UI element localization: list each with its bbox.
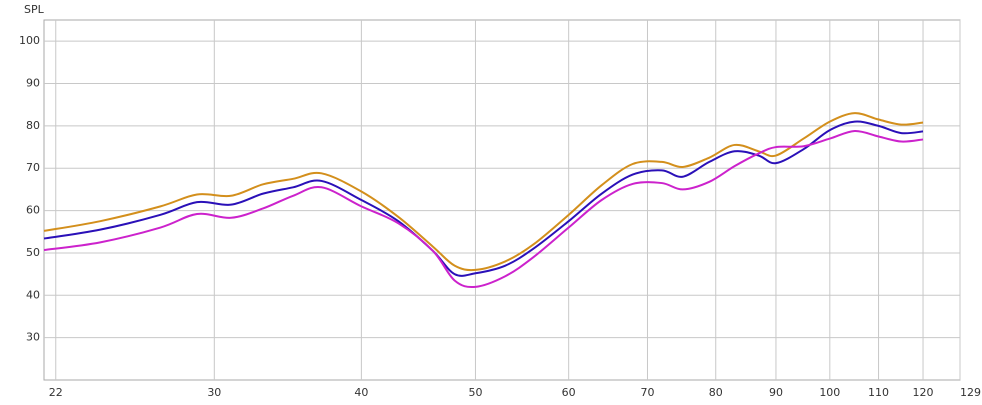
y-tick-label: 30: [26, 331, 40, 344]
x-tick-label: 90: [769, 386, 783, 399]
y-tick-label: 60: [26, 204, 40, 217]
x-tick-label: 22: [49, 386, 63, 399]
x-tick-label: 30: [207, 386, 221, 399]
x-tick-label: 120: [913, 386, 934, 399]
x-tick-label: 100: [819, 386, 840, 399]
plot-area: [43, 19, 961, 381]
y-tick-label: 50: [26, 246, 40, 259]
x-tick-label: 50: [468, 386, 482, 399]
y-axis-label: SPL: [24, 3, 45, 16]
series-line: [43, 129, 924, 288]
y-tick-label: 70: [26, 161, 40, 174]
y-tick-label: 90: [26, 77, 40, 90]
x-tick-label: 40: [354, 386, 368, 399]
series-line: [43, 120, 924, 277]
x-tick-label: 129Hz: [960, 386, 982, 399]
y-tick-label: 40: [26, 288, 40, 301]
y-tick-label: 100: [19, 34, 40, 47]
x-tick-label: 110: [868, 386, 889, 399]
y-tick-label: 80: [26, 119, 40, 132]
x-tick-label: 80: [709, 386, 723, 399]
x-tick-label: 60: [562, 386, 576, 399]
x-tick-label: 70: [640, 386, 654, 399]
series-line: [43, 112, 924, 272]
